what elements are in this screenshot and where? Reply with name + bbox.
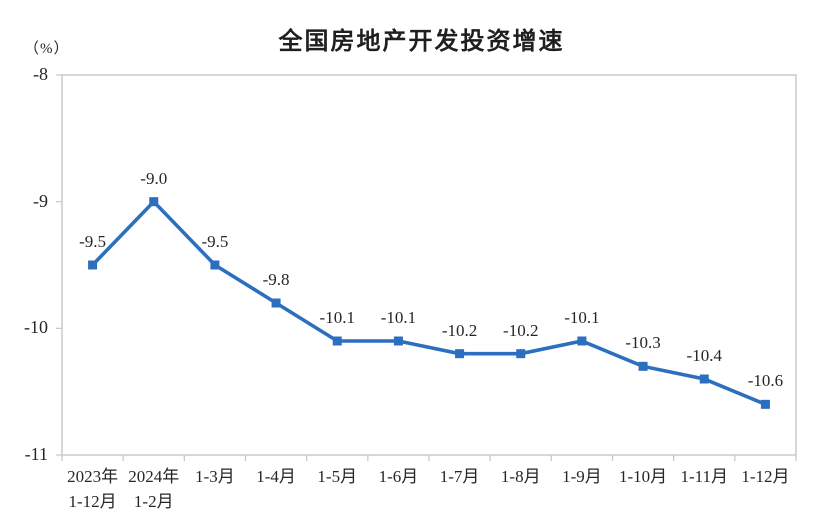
data-point-label: -9.0 bbox=[140, 168, 168, 188]
data-point-marker bbox=[516, 349, 526, 359]
x-axis-label-line: 1-7月 bbox=[439, 467, 480, 486]
x-axis-label: 1-3月 bbox=[169, 464, 261, 489]
data-point-label: -9.8 bbox=[262, 270, 290, 289]
x-axis-label: 2024年 1-2月 bbox=[108, 464, 200, 514]
y-axis-tick-label: -8 bbox=[33, 64, 48, 84]
data-point-marker bbox=[149, 197, 159, 207]
data-point-marker bbox=[393, 336, 403, 346]
data-point-label: -9.5 bbox=[201, 232, 229, 251]
data-point-label: -10.4 bbox=[686, 346, 722, 365]
data-point-label: -10.3 bbox=[625, 333, 661, 353]
data-point-marker bbox=[760, 399, 770, 409]
plot-border bbox=[61, 74, 797, 456]
x-axis-label-line: 1-11月 bbox=[680, 467, 729, 486]
x-axis-label-line: 1-10月 bbox=[618, 467, 668, 486]
y-axis-tick-label: -11 bbox=[24, 444, 48, 464]
x-axis-label-line: 2024年 bbox=[128, 467, 180, 486]
x-axis-label: 1-12月 bbox=[719, 464, 811, 489]
data-point-label: -10.6 bbox=[747, 371, 784, 391]
x-axis-label: 1-4月 bbox=[230, 464, 322, 489]
x-axis-label-line: 1-9月 bbox=[562, 467, 602, 486]
data-line bbox=[91, 199, 767, 406]
x-axis-label: 1-11月 bbox=[658, 464, 750, 489]
y-axis-tick-label: -9 bbox=[33, 190, 48, 211]
x-axis-label-line: 1-6月 bbox=[378, 467, 419, 486]
x-axis-label: 1-5月 bbox=[291, 464, 383, 489]
x-axis-label: 1-6月 bbox=[352, 464, 444, 489]
x-axis-label-line: 1-12月 bbox=[741, 467, 790, 486]
x-axis-label-line: 1-12月 bbox=[68, 492, 117, 511]
x-axis-label-line: 1-5月 bbox=[317, 467, 358, 486]
x-axis-label-line: 1-3月 bbox=[195, 467, 235, 486]
data-point-label: -10.1 bbox=[380, 308, 417, 327]
data-point-marker bbox=[210, 260, 220, 270]
x-axis-label-line: 1-2月 bbox=[133, 492, 174, 511]
data-point-label: -9.5 bbox=[79, 232, 107, 251]
data-point-marker bbox=[455, 349, 465, 359]
data-point-marker bbox=[88, 260, 98, 270]
data-point-marker bbox=[699, 374, 709, 384]
data-point-marker bbox=[638, 361, 648, 371]
data-point-label: -10.1 bbox=[564, 308, 600, 327]
x-axis-label-line: 1-4月 bbox=[256, 467, 296, 486]
data-point-label: -10.1 bbox=[319, 308, 355, 327]
x-axis-label: 2023年 1-12月 bbox=[47, 464, 139, 514]
data-point-label: -10.2 bbox=[503, 320, 539, 340]
x-axis-label: 1-9月 bbox=[536, 464, 628, 489]
x-axis-label: 1-7月 bbox=[414, 464, 506, 489]
x-axis-label: 1-8月 bbox=[475, 464, 567, 489]
data-point-label: -10.2 bbox=[441, 320, 478, 340]
x-axis-label-line: 1-8月 bbox=[500, 467, 541, 486]
y-axis-unit-label: （%） bbox=[24, 41, 70, 57]
x-axis-label-line: 2023年 bbox=[67, 467, 119, 486]
y-axis-tick-label: -10 bbox=[24, 317, 48, 338]
data-point-marker bbox=[271, 298, 281, 308]
data-point-marker bbox=[332, 336, 342, 346]
x-axis-label: 1-10月 bbox=[597, 464, 689, 489]
chart-title: 全国房地产开发投资增速 bbox=[278, 28, 565, 55]
data-point-marker bbox=[577, 336, 587, 346]
